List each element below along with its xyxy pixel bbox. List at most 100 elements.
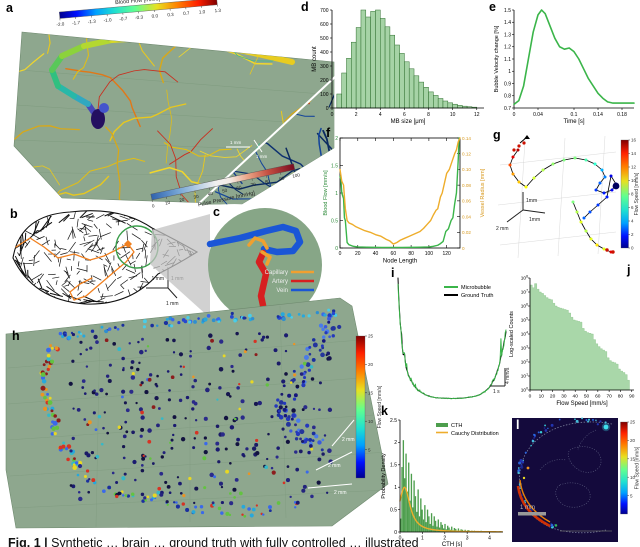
svg-text:-0.3: -0.3 (135, 15, 144, 21)
panel-l-colorbar: 5 10 15 20 25 Flow Speed [mm/s] (620, 420, 640, 515)
svg-text:1 s: 1 s (493, 389, 500, 395)
svg-text:0: 0 (399, 536, 402, 542)
svg-text:0: 0 (151, 203, 155, 209)
svg-text:101: 101 (521, 373, 528, 380)
svg-text:Blood Flow [mm/s]: Blood Flow [mm/s] (115, 0, 161, 6)
panel-k-legend: CTH Cauchy Distribution (436, 423, 499, 437)
svg-text:1 mm: 1 mm (256, 154, 268, 159)
blood-flow-colorbar: Blood Flow [mm/s] -2.0 -1.7 -1.3 -1.0 -0.7 -0.… (56, 0, 222, 27)
svg-text:8: 8 (631, 192, 634, 197)
svg-text:Flow Speed [mm/s]: Flow Speed [mm/s] (634, 172, 640, 215)
svg-text:40: 40 (573, 394, 579, 400)
svg-text:2.5: 2.5 (390, 418, 397, 424)
svg-text:Flow Speed [mm/s]: Flow Speed [mm/s] (377, 385, 383, 428)
svg-text:20: 20 (550, 394, 556, 400)
svg-text:0.04: 0.04 (533, 112, 543, 118)
svg-text:1.4: 1.4 (504, 20, 511, 26)
svg-text:8: 8 (427, 112, 430, 118)
panel-label-c: c (213, 205, 220, 219)
panel-label-k: k (381, 404, 388, 418)
svg-text:2: 2 (335, 136, 338, 142)
svg-text:6: 6 (631, 205, 634, 210)
svg-text:40: 40 (207, 191, 213, 197)
svg-text:70: 70 (606, 394, 612, 400)
svg-text:-1.0: -1.0 (103, 17, 112, 23)
svg-text:100: 100 (521, 387, 528, 394)
svg-text:100: 100 (292, 172, 301, 179)
svg-text:25: 25 (630, 420, 636, 425)
svg-text:0.14: 0.14 (462, 136, 471, 141)
svg-text:0.9: 0.9 (504, 81, 511, 87)
svg-text:0.14: 0.14 (593, 112, 603, 118)
svg-text:2 mm: 2 mm (328, 463, 341, 469)
caption-prefix: Fig. 1 | (8, 536, 48, 547)
svg-text:2: 2 (443, 536, 446, 542)
svg-text:1.1: 1.1 (504, 57, 511, 63)
svg-text:-0.7: -0.7 (119, 16, 128, 22)
panel-label-i: i (391, 266, 395, 280)
svg-text:500: 500 (320, 36, 329, 42)
svg-text:20: 20 (368, 362, 374, 367)
panel-j-chart: 100 101 102 103 104 105 106 107 108 0 10 20 30 40 50 60… (509, 275, 635, 407)
svg-text:0: 0 (331, 112, 334, 118)
panel-i-legend: Microbubble Ground Truth (444, 285, 493, 299)
panel-label-d: d (301, 0, 309, 14)
svg-text:30: 30 (193, 194, 199, 200)
svg-text:2 mm: 2 mm (334, 490, 347, 496)
svg-text:0.7: 0.7 (183, 10, 190, 16)
svg-text:1mm: 1mm (529, 217, 540, 223)
svg-text:CTH: CTH (451, 423, 462, 429)
svg-text:0.0: 0.0 (151, 13, 158, 19)
figure-caption: Fig. 1 | Synthetic … brain … ground trut… (8, 536, 636, 547)
svg-text:70: 70 (250, 182, 256, 188)
svg-text:0.7: 0.7 (504, 106, 511, 112)
svg-text:108: 108 (521, 275, 528, 282)
panel-label-f: f (326, 126, 331, 140)
svg-text:10: 10 (368, 419, 374, 424)
panel-label-b: b (10, 207, 18, 221)
svg-text:Vein: Vein (276, 288, 288, 294)
svg-text:1 mm: 1 mm (152, 276, 165, 282)
svg-text:MB size [μm]: MB size [μm] (391, 119, 426, 125)
svg-text:0: 0 (339, 251, 342, 257)
svg-text:1 mm: 1 mm (166, 301, 179, 307)
svg-text:Capillary: Capillary (265, 270, 288, 276)
svg-text:12: 12 (631, 165, 637, 170)
svg-text:0.5: 0.5 (390, 507, 397, 513)
svg-text:0.04: 0.04 (462, 214, 471, 219)
svg-text:105: 105 (521, 317, 528, 324)
svg-text:50: 50 (584, 394, 590, 400)
svg-text:10: 10 (630, 475, 636, 480)
svg-text:0: 0 (335, 246, 338, 252)
svg-text:40: 40 (373, 251, 379, 257)
svg-text:2: 2 (394, 440, 397, 446)
svg-text:15: 15 (630, 457, 636, 462)
svg-text:-1.3: -1.3 (88, 19, 97, 25)
panel-k-chart: 0 0.5 1 1.5 2 2.5 0 1 2 3 4 CTH [s] Probability Dens… (381, 418, 503, 547)
svg-text:0: 0 (631, 246, 634, 251)
svg-text:0: 0 (394, 530, 397, 536)
panel-h-chart (5, 297, 389, 529)
svg-text:0: 0 (529, 394, 532, 400)
svg-text:50: 50 (222, 188, 228, 194)
svg-text:Vessel Radius [mm]: Vessel Radius [mm] (480, 168, 486, 217)
svg-text:Ground Truth: Ground Truth (461, 293, 493, 299)
svg-text:0.5: 0.5 (331, 218, 338, 224)
svg-text:1 mm: 1 mm (230, 140, 242, 145)
svg-text:12: 12 (474, 112, 480, 118)
svg-text:90: 90 (279, 175, 285, 181)
svg-text:1.0: 1.0 (199, 9, 206, 15)
panel-c-graphics (150, 208, 322, 328)
svg-text:0: 0 (513, 112, 516, 118)
svg-text:1 mm: 1 mm (520, 505, 535, 511)
svg-text:15: 15 (368, 391, 374, 396)
svg-text:Probability Density: Probability Density (381, 453, 387, 499)
svg-text:0.12: 0.12 (462, 152, 471, 157)
panel-label-l: l (516, 418, 520, 432)
svg-text:10: 10 (539, 394, 545, 400)
svg-text:Bubble Velocity change [%]: Bubble Velocity change [%] (494, 25, 500, 92)
svg-text:104: 104 (521, 331, 528, 338)
panel-h-colorbar: 5 10 15 20 25 Flow Speed [mm/s] (355, 334, 383, 479)
svg-text:25: 25 (368, 334, 374, 339)
